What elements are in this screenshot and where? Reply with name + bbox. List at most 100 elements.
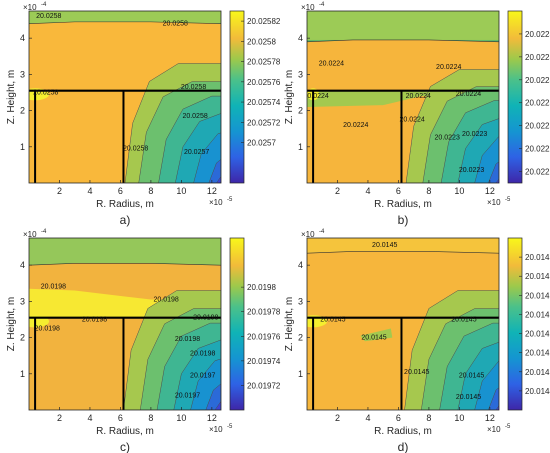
x-exponent: ×10: [487, 425, 501, 434]
contour-label: 20.0197: [190, 372, 215, 379]
contour-label: 20.0224: [456, 91, 481, 98]
contour-label: 20.0198: [35, 325, 60, 332]
y-tick-label: 3: [298, 69, 303, 79]
x-exponent-power: -5: [505, 197, 511, 203]
field-top-band: [29, 238, 221, 266]
colorbar: [507, 10, 523, 184]
contour-line: [29, 21, 221, 24]
panel-c: 20.0198 20.0198 20.0198 20.0198 20.0198 20.01…: [6, 229, 281, 453]
contour-line: [29, 263, 221, 266]
contour-region: [208, 142, 221, 183]
y-tick-label: 2: [298, 106, 303, 116]
contour-label: 20.0258: [36, 13, 61, 20]
subplot-label: c): [120, 440, 130, 453]
contour-label: 20.0198: [82, 316, 107, 323]
x-axis-label: R. Radius, m: [374, 199, 432, 210]
plot-area: 20.0145 20.0145 20.0145 20.0145 20.0145 20.01…: [307, 238, 499, 410]
axes-box: [306, 237, 500, 411]
panel-b: 20.0224 20.0224 20.0224 20.0224 20.0224 20.02…: [284, 2, 550, 227]
colorbar-tick-label: 20.02572: [247, 118, 281, 127]
colorbar-tick-label: 20.01974: [247, 357, 281, 366]
x-tick-label: 10: [176, 186, 186, 196]
contour-label: 20.0258: [181, 84, 206, 91]
contour-region: [205, 369, 221, 410]
x-exponent-power: -5: [227, 424, 233, 430]
contour-label: 20.0145: [320, 316, 345, 323]
panel-a: 20.0258 20.0258 20.0258 20.0258 20.0258 20.02…: [6, 2, 281, 227]
x-tick-label: 10: [454, 413, 464, 423]
y-tick-label: 1: [298, 369, 303, 379]
contour-label: 20.0223: [459, 167, 484, 174]
contour-label: 20.0198: [190, 351, 215, 358]
x-tick-label: 12: [207, 186, 217, 196]
y-axis-label: Z. Height, m: [284, 70, 295, 124]
colorbar-tick-label: 20.02576: [247, 78, 281, 87]
colorbar-tick-label: 20.01455: [525, 272, 550, 281]
y-exponent: ×10: [23, 3, 37, 12]
y-exponent-power: -4: [319, 2, 325, 8]
y-exponent: ×10: [301, 3, 315, 12]
colorbar-tick-label: 20.0145: [525, 368, 550, 377]
colorbar-tick-label: 20.02226: [525, 168, 550, 177]
colorbar: [507, 237, 523, 411]
subplot-label: b): [398, 213, 409, 227]
contour-label: 20.0224: [406, 93, 431, 100]
contour-label: 20.0224: [343, 122, 368, 129]
x-exponent: ×10: [487, 198, 501, 207]
x-tick-label: 8: [426, 413, 431, 423]
colorbar-tick-label: 20.02236: [525, 53, 550, 62]
field-top-band: [29, 11, 221, 24]
subplot-label: a): [120, 213, 131, 227]
x-tick-label: 2: [57, 186, 62, 196]
colorbar-tick-label: 20.0258: [247, 37, 276, 46]
contour-label: 20.0257: [184, 149, 209, 156]
contour-label: 20.0145: [451, 316, 476, 323]
x-tick-label: 6: [396, 413, 401, 423]
x-tick-label: 2: [57, 413, 62, 423]
contour-label: 20.0145: [404, 369, 429, 376]
colorbar-tick-label: 20.02228: [525, 145, 550, 154]
x-tick-label: 10: [454, 186, 464, 196]
field-small-island: [360, 328, 393, 342]
axes-box: [28, 10, 222, 184]
contour-label: 20.0258: [163, 20, 188, 27]
contour-label: 20.0198: [153, 296, 178, 303]
plot-area: 20.0198 20.0198 20.0198 20.0198 20.0198 20.01…: [29, 238, 221, 410]
y-tick-label: 1: [20, 369, 25, 379]
contour-region: [474, 127, 499, 183]
y-exponent: ×10: [301, 230, 315, 239]
y-tick-label: 3: [20, 69, 25, 79]
colorbar-tick-label: 20.02238: [525, 30, 550, 39]
x-tick-label: 6: [118, 186, 123, 196]
y-axis-label: Z. Height, m: [6, 297, 17, 351]
x-tick-label: 12: [485, 413, 495, 423]
y-tick-label: 4: [298, 260, 303, 270]
colorbar-tick-label: 20.0223: [525, 122, 550, 131]
colorbar-tick-label: 20.01449: [525, 387, 550, 396]
colorbar-tick-label: 20.01976: [247, 332, 281, 341]
x-tick-label: 4: [87, 413, 92, 423]
y-exponent-power: -4: [41, 2, 47, 8]
contour-label: 20.0145: [361, 334, 386, 341]
x-axis-label: R. Radius, m: [96, 426, 154, 437]
x-tick-label: 4: [87, 186, 92, 196]
axes-box: [28, 237, 222, 411]
colorbar-tick-label: 20.02582: [247, 17, 281, 26]
field-top-light: [307, 11, 499, 40]
contour-label: 20.0223: [462, 131, 487, 138]
x-tick-label: 2: [335, 186, 340, 196]
contour-label: 20.0145: [372, 242, 397, 249]
x-tick-label: 8: [148, 413, 153, 423]
contour-line: [307, 251, 499, 254]
panel-d: 20.0145 20.0145 20.0145 20.0145 20.0145 20.01…: [284, 229, 550, 453]
contour-region: [474, 351, 499, 410]
colorbar-tick-label: 20.01451: [525, 349, 550, 358]
colorbar-tick-label: 20.02574: [247, 98, 281, 107]
x-tick-label: 2: [335, 413, 340, 423]
contour-region: [488, 369, 499, 410]
x-tick-label: 12: [485, 186, 495, 196]
y-tick-label: 3: [20, 296, 25, 306]
